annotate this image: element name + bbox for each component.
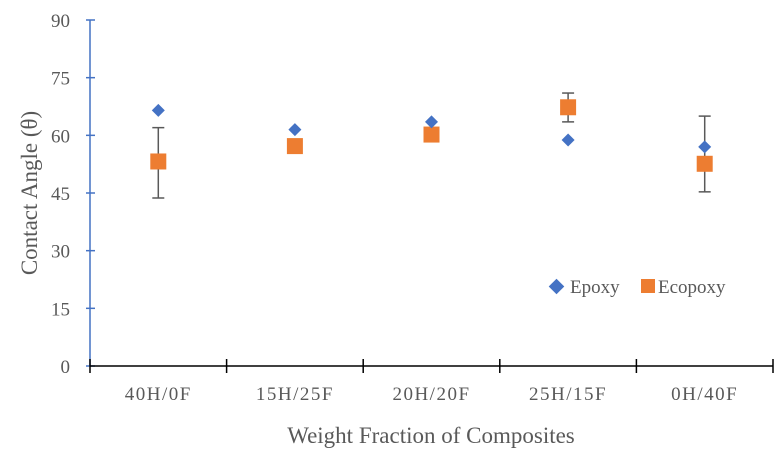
y-tick-label: 60 — [51, 126, 70, 147]
y-tick-label: 30 — [51, 242, 70, 263]
legend: Epoxy Ecopoxy — [548, 277, 726, 298]
x-tick-label: 20H/20F — [392, 384, 470, 405]
ecopoxy-point — [560, 99, 577, 116]
data-points — [150, 99, 713, 172]
y-tick-label: 15 — [51, 299, 70, 320]
legend-label-ecopoxy: Ecopoxy — [658, 277, 726, 298]
y-axis: 0 15 30 45 60 75 90 — [51, 11, 95, 378]
y-axis-title: Contact Angle (θ) — [17, 111, 42, 275]
square-marker-icon — [641, 279, 655, 293]
diamond-marker-icon — [548, 278, 565, 295]
x-tick-label: 25H/15F — [529, 384, 607, 405]
error-bars — [152, 92, 711, 199]
ecopoxy-point — [696, 155, 713, 172]
x-axis: 40H/0F 15H/25F 20H/20F 25H/15F 0H/40F — [89, 359, 774, 405]
legend-label-epoxy: Epoxy — [570, 277, 620, 298]
epoxy-point — [151, 103, 165, 117]
ecopoxy-point — [150, 153, 167, 170]
legend-item-ecopoxy: Ecopoxy — [641, 277, 726, 298]
epoxy-point — [288, 123, 302, 137]
y-tick-label: 45 — [51, 184, 70, 205]
x-axis-title: Weight Fraction of Composites — [287, 423, 575, 448]
y-tick-label: 75 — [51, 69, 70, 90]
epoxy-point — [698, 140, 712, 154]
x-tick-label: 15H/25F — [256, 384, 334, 405]
epoxy-point — [425, 115, 438, 129]
epoxy-point — [561, 133, 575, 147]
legend-item-epoxy: Epoxy — [548, 277, 620, 298]
x-tick-label: 40H/0F — [125, 384, 192, 405]
ecopoxy-point — [286, 138, 303, 155]
x-tick-label: 0H/40F — [671, 384, 738, 405]
y-tick-label: 90 — [51, 11, 70, 32]
ecopoxy-point — [423, 126, 440, 143]
y-tick-label: 0 — [61, 357, 71, 378]
